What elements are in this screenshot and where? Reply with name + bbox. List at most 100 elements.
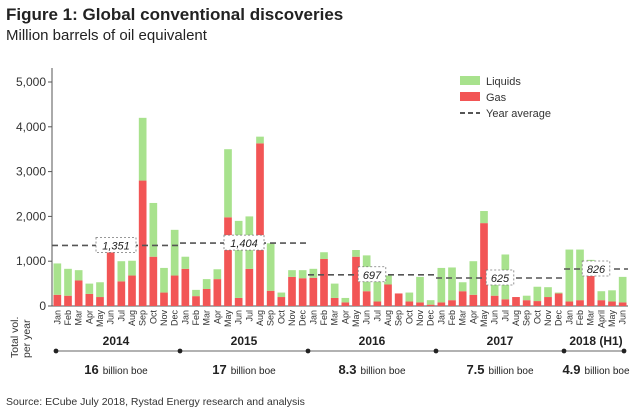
bar-gas (597, 300, 606, 306)
year-label: 2017 (487, 334, 514, 348)
bar-gas (373, 301, 382, 306)
x-tick-label: Jun (618, 310, 628, 325)
bar-liquids (202, 279, 211, 289)
x-tick-label: Oct (532, 310, 542, 325)
year-average-label-box (485, 269, 515, 286)
bar-liquids (277, 292, 286, 298)
bar-liquids (234, 220, 243, 298)
bar-liquids (117, 261, 126, 282)
year-average-label: 826 (587, 264, 606, 276)
x-tick-label: Feb (319, 310, 329, 326)
x-tick-label: Jun (490, 310, 500, 325)
bar-gas (384, 284, 392, 306)
x-tick-label: Jul (372, 310, 382, 322)
bar-gas (480, 223, 488, 306)
x-tick-label: Oct (404, 310, 414, 325)
x-tick-label: Sep (266, 310, 276, 326)
x-tick-label: Feb (63, 310, 73, 326)
year-total-value: 16 (84, 362, 98, 377)
bar-liquids (181, 256, 190, 269)
year-total-label: 7.5 billion boe (466, 362, 534, 377)
bar-gas (96, 297, 104, 306)
year-label: 2018 (H1) (569, 334, 622, 348)
source-note: Source: ECube July 2018, Rystad Energy r… (6, 396, 305, 408)
legend-label: Liquids (486, 76, 521, 88)
x-tick-label: Mar (202, 310, 212, 326)
year-timeline-dot (621, 348, 627, 354)
bar-liquids (554, 292, 563, 294)
bar-gas (469, 294, 478, 306)
bar-liquids (565, 249, 574, 302)
bar-gas (288, 276, 296, 306)
bar-liquids (192, 289, 200, 297)
bar-liquids (384, 275, 392, 285)
bar-gas (85, 293, 94, 306)
x-tick-label: Feb (575, 310, 585, 326)
bar-liquids (522, 295, 531, 301)
year-timeline-dot (53, 348, 59, 354)
bar-liquids (128, 260, 136, 276)
x-tick-label: Dec (554, 310, 564, 327)
bar-gas (149, 256, 158, 306)
x-tick-label: Mar (586, 310, 596, 326)
y-tick-label: 1,000 (16, 254, 46, 268)
bar-gas (448, 300, 456, 306)
x-tick-label: Nov (159, 310, 169, 327)
year-total-label: 4.9 billion boe (562, 362, 630, 377)
bar-liquids (437, 267, 446, 303)
x-tick-label: Dec (298, 310, 308, 327)
bar-liquids (53, 263, 62, 295)
bar-gas (192, 296, 200, 306)
bar-liquids (533, 286, 542, 302)
legend-swatch (460, 92, 480, 101)
figure-subtitle: Million barrels of oil equivalent (6, 27, 207, 44)
bar-liquids (64, 268, 72, 296)
year-total-label: 16 billion boe (84, 362, 148, 377)
x-tick-label: Jan (52, 310, 62, 325)
year-average-label: 1,404 (230, 238, 258, 250)
x-tick-label: Dec (426, 310, 436, 327)
year-total-value: 8.3 (338, 362, 356, 377)
year-label: 2015 (231, 334, 258, 348)
bar-gas (106, 250, 115, 306)
bar-liquids (458, 282, 467, 292)
bar-liquids (597, 291, 606, 301)
bar-liquids (330, 283, 339, 298)
bar-gas (352, 256, 360, 306)
year-total-unit: billion boe (489, 366, 534, 377)
x-tick-label: Apr (340, 310, 350, 324)
bar-liquids (352, 250, 360, 257)
bar-gas (458, 291, 467, 306)
x-tick-label: Sep (394, 310, 404, 326)
bar-gas (554, 293, 563, 306)
year-average-label-box (95, 237, 137, 253)
x-tick-label: Jul (244, 310, 254, 322)
y-tick-label: 5,000 (16, 75, 46, 89)
year-total-value: 17 (212, 362, 226, 377)
bar-gas (586, 274, 595, 306)
bar-gas (138, 180, 147, 306)
bar-gas (170, 275, 179, 306)
x-tick-label: Mar (330, 310, 340, 326)
bar-gas (224, 217, 232, 306)
bar-liquids (309, 268, 318, 278)
bar-gas (405, 301, 414, 306)
bar-liquids (320, 252, 328, 259)
bar-gas (512, 297, 520, 306)
bar-liquids (170, 229, 179, 276)
year-timeline-dot (433, 348, 439, 354)
bar-liquids (298, 270, 307, 279)
year-total-value: 4.9 (562, 362, 580, 377)
x-tick-label: Apr (468, 310, 478, 324)
bar-gas (426, 304, 435, 306)
total-vol-label-line2: per year (21, 319, 33, 358)
bar-gas (544, 297, 552, 306)
y-tick-label: 4,000 (16, 120, 46, 134)
x-tick-label: Aug (127, 310, 137, 326)
x-tick-label: May (607, 310, 617, 328)
bar-liquids (213, 269, 222, 280)
bar-gas (266, 290, 275, 306)
year-label: 2016 (359, 334, 386, 348)
x-tick-label: Aug (511, 310, 521, 326)
x-tick-label: Nov (543, 310, 553, 327)
